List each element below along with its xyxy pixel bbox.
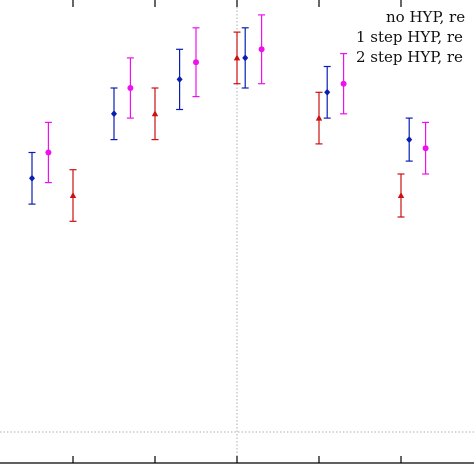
data-point: [397, 173, 405, 218]
triangle-marker: [69, 192, 77, 198]
legend: no HYP, re 1 step HYP, re 2 step HYP, re: [356, 8, 465, 66]
diamond-marker: [242, 54, 249, 62]
axis-ticks: [72, 0, 402, 463]
data-point: [340, 52, 348, 115]
data-point: [258, 14, 266, 85]
circle-marker: [127, 85, 134, 91]
data-point: [151, 87, 159, 141]
data-point: [323, 65, 331, 119]
diamond-marker: [406, 136, 413, 144]
circle-marker: [45, 149, 52, 156]
data-point: [69, 169, 77, 222]
diamond-marker: [176, 75, 183, 83]
data-point: [422, 121, 430, 175]
data-point: [192, 27, 200, 98]
data-point: [126, 57, 134, 119]
diamond-marker: [29, 174, 35, 182]
circle-marker: [258, 46, 265, 53]
triangle-marker: [151, 110, 159, 117]
data-point: [176, 48, 184, 111]
diamond-marker: [324, 88, 331, 96]
series-1: [69, 31, 405, 222]
data-point: [241, 27, 249, 89]
series-2: [28, 27, 413, 205]
circle-marker: [340, 80, 347, 87]
series-layer: [28, 14, 430, 222]
data-point: [44, 121, 52, 184]
triangle-marker: [315, 114, 323, 121]
triangle-marker: [397, 192, 405, 198]
data-point: [405, 117, 413, 162]
legend-entry-1-step-hyp: 1 step HYP, re: [356, 28, 463, 46]
data-point: [28, 151, 36, 205]
diamond-marker: [111, 110, 117, 118]
data-point: [233, 31, 241, 85]
circle-marker: [422, 145, 429, 152]
triangle-marker: [233, 54, 241, 61]
data-point: [110, 87, 118, 141]
legend-entry-2-step-hyp: 2 step HYP, re: [356, 48, 463, 66]
legend-entry-no-hyp: no HYP, re: [386, 8, 465, 26]
data-point: [315, 91, 323, 145]
series-3: [44, 14, 430, 184]
circle-marker: [193, 59, 199, 66]
